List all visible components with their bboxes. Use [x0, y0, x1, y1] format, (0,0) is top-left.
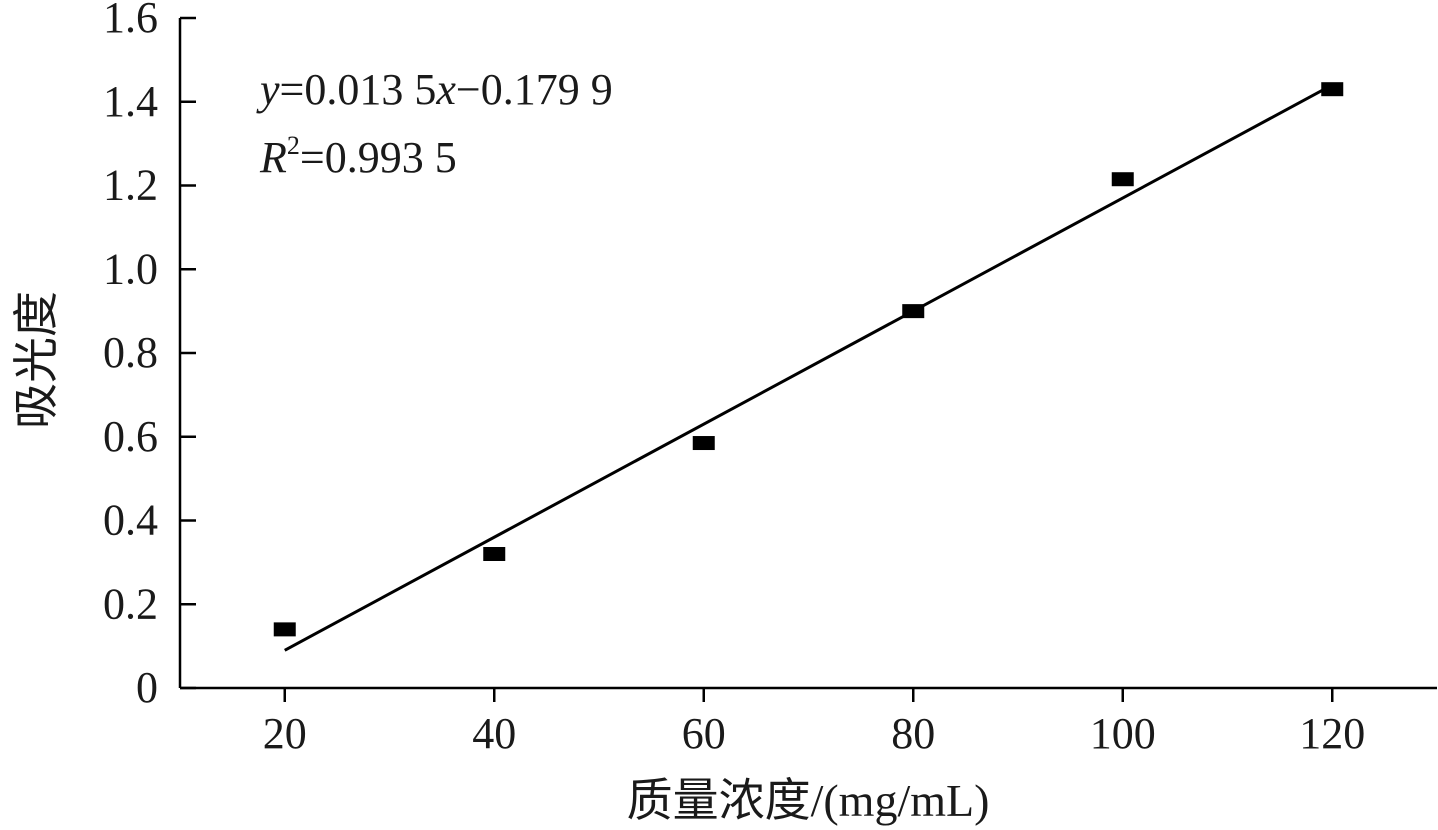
y-tick-label: 1.6	[103, 0, 158, 42]
data-point	[483, 547, 506, 561]
fit-line-group	[284, 83, 1333, 652]
equation-coefficient: =0.013 5	[280, 65, 437, 114]
r-squared-symbol: R	[259, 133, 287, 182]
x-tick-label: 60	[682, 709, 726, 758]
data-point	[692, 436, 715, 451]
r-squared-annotation: R2=0.993 5	[259, 131, 457, 182]
x-tick-label: 40	[472, 709, 516, 758]
y-tick-label: 0.4	[103, 496, 158, 545]
x-tick-label: 120	[1299, 709, 1365, 758]
data-point	[273, 622, 296, 637]
y-tick-label: 0	[136, 663, 158, 712]
equation-y-var: y	[256, 65, 280, 114]
x-ticks: 20 40 60 80 100 120	[263, 688, 1365, 758]
y-tick-label: 1.0	[103, 244, 158, 293]
y-tick-label: 0.6	[103, 412, 158, 461]
equation-annotation: y=0.013 5x−0.179 9	[256, 65, 613, 114]
equation-x-var: x	[435, 65, 456, 114]
y-tick-label: 0.2	[103, 579, 158, 628]
data-point	[902, 304, 925, 319]
x-tick-label: 80	[891, 709, 935, 758]
equation-intercept: −0.179 9	[456, 65, 613, 114]
fit-line	[284, 83, 1333, 652]
data-points	[273, 82, 1344, 637]
data-point	[1321, 82, 1344, 97]
x-axis-title: 质量浓度/(mg/mL)	[627, 775, 990, 826]
y-tick-label: 1.2	[103, 161, 158, 210]
r-squared-value: =0.993 5	[300, 133, 457, 182]
y-tick-label: 1.4	[103, 77, 158, 126]
r-squared-superscript: 2	[287, 131, 300, 160]
axes	[178, 18, 1437, 690]
x-tick-label: 20	[263, 709, 307, 758]
y-ticks: 0 0.2 0.4 0.6 0.8 1.0 1.2 1.4 1.6	[103, 0, 196, 712]
data-point	[1111, 172, 1134, 187]
x-tick-label: 100	[1090, 709, 1156, 758]
y-axis-title: 吸光度	[11, 291, 62, 429]
y-tick-label: 0.8	[103, 328, 158, 377]
